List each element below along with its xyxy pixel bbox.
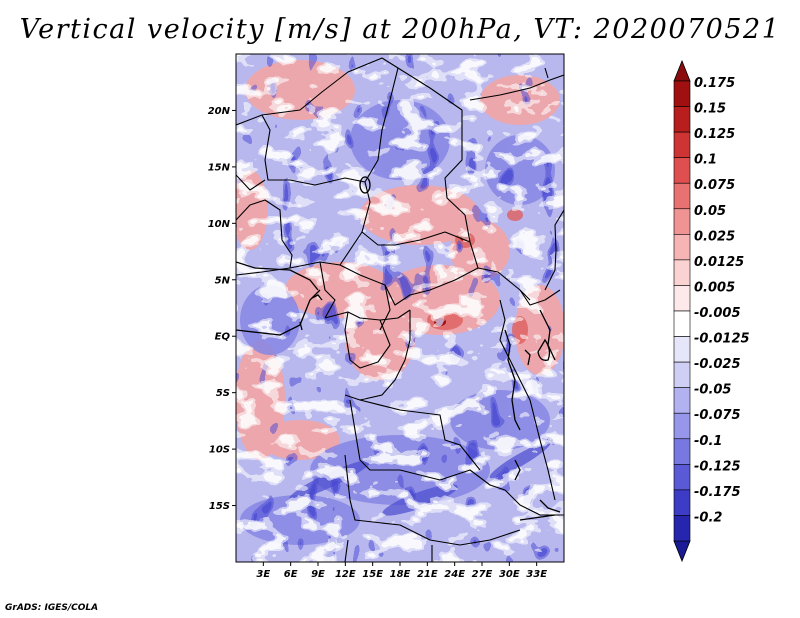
colorbar-label: 0.1 — [694, 153, 717, 168]
colorbar-swatch — [673, 438, 691, 465]
lon-tick-label: 6E — [284, 569, 298, 580]
colorbar-label: -0.1 — [694, 434, 722, 449]
colorbar-label: 0.075 — [694, 178, 735, 193]
colorbar-swatch — [673, 157, 691, 184]
colorbar-label: 0.005 — [694, 280, 735, 295]
lon-tick-label: 18E — [390, 569, 411, 580]
colorbar-swatch — [673, 285, 691, 312]
colorbar-swatch — [673, 336, 691, 363]
colorbar-swatch — [673, 80, 691, 107]
grads-credit: GrADS: IGES/COLA — [5, 603, 99, 613]
colorbar-label: -0.05 — [694, 383, 731, 398]
colorbar-swatch — [673, 310, 691, 337]
longitude-axis: 3E 6E 9E 12E 15E 18E 21E 24E 27E 30E 33E — [256, 562, 547, 580]
colorbar-label: 0.15 — [694, 102, 726, 117]
lon-tick-label: 12E — [335, 569, 356, 580]
lon-tick-label: 33E — [526, 569, 547, 580]
lon-tick-label: 21E — [417, 569, 438, 580]
colorbar-swatch — [673, 361, 691, 388]
lat-tick-label: 15S — [209, 501, 230, 512]
colorbar-swatch — [673, 234, 691, 261]
colorbar-label: 0.175 — [694, 76, 735, 91]
lon-tick-label: 27E — [472, 569, 493, 580]
lon-tick-label: 24E — [444, 569, 465, 580]
colorbar-swatch — [673, 412, 691, 440]
lat-tick-label: 10S — [209, 445, 230, 456]
colorbar-swatch — [673, 515, 691, 542]
colorbar-label: 0.05 — [694, 204, 726, 219]
colorbar-label: -0.0125 — [694, 332, 750, 347]
lon-tick-label: 9E — [311, 569, 325, 580]
lat-tick-label: 5S — [216, 388, 230, 399]
lon-tick-label: 3E — [256, 569, 270, 580]
velocity-field — [236, 54, 564, 562]
lon-tick-label: 30E — [499, 569, 520, 580]
lat-tick-label: 5N — [215, 275, 231, 286]
colorbar-swatch — [673, 182, 691, 210]
colorbar: 0.175 0.15 0.125 0.1 0.075 0.05 0.025 0.0125 0.0… — [673, 59, 750, 563]
colorbar-label: -0.075 — [694, 408, 741, 423]
lat-tick-label: 15N — [208, 162, 231, 173]
colorbar-label: -0.175 — [694, 485, 741, 500]
colorbar-swatch — [673, 259, 691, 286]
colorbar-label: 0.125 — [694, 127, 735, 142]
colorbar-bottom-arrow — [673, 540, 691, 563]
colorbar-swatch — [673, 464, 691, 491]
colorbar-top-arrow — [673, 59, 691, 82]
lat-tick-label: 10N — [208, 219, 231, 230]
plot-title: Vertical velocity [m/s] at 200hPa, VT: 2… — [19, 14, 781, 45]
latitude-axis: 20N 15N 10N 5N EQ 5S 10S 15S — [208, 106, 236, 512]
lon-tick-label: 15E — [362, 569, 383, 580]
colorbar-label: -0.005 — [694, 306, 741, 321]
colorbar-label: -0.025 — [694, 357, 741, 372]
colorbar-swatch — [673, 387, 691, 414]
colorbar-label: -0.2 — [694, 510, 722, 525]
coastlines — [236, 176, 561, 521]
colorbar-label: 0.0125 — [694, 255, 744, 270]
lat-tick-label: 20N — [208, 106, 231, 117]
colorbar-swatch — [673, 106, 691, 133]
lat-tick-label: EQ — [215, 332, 231, 343]
colorbar-label: -0.125 — [694, 459, 741, 474]
colorbar-swatch — [673, 489, 691, 516]
colorbar-swatch — [673, 208, 691, 235]
colorbar-label: 0.025 — [694, 229, 735, 244]
colorbar-swatch — [673, 131, 691, 158]
